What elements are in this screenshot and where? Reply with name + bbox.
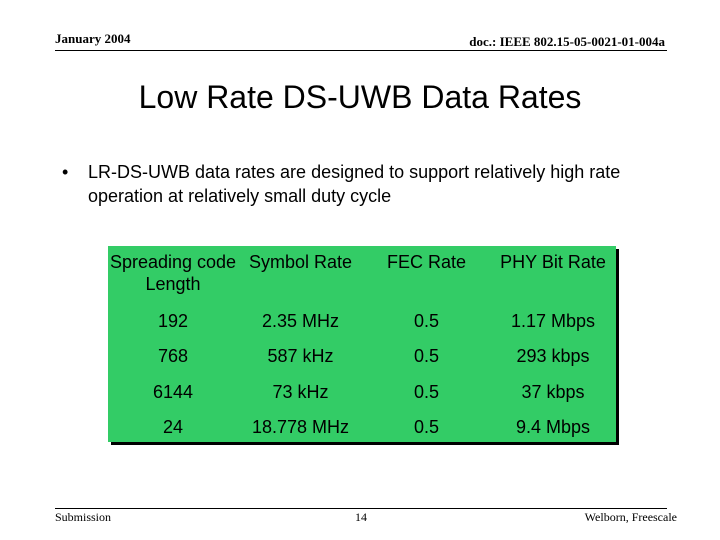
- column-header-fec-rate: FEC Rate: [386, 252, 467, 272]
- header-doc-id: doc.: IEEE 802.15-05-0021-01-004a: [469, 34, 665, 49]
- table-cell: 768: [157, 346, 189, 366]
- table-cell: 1.17 Mbps: [510, 310, 596, 331]
- table-cell: 9.4 Mbps: [515, 417, 591, 437]
- table-cell: 587 kHz: [267, 346, 334, 366]
- table-cell: 0.5: [413, 417, 440, 437]
- bullet-marker: •: [62, 162, 69, 182]
- table-cell: 293 kbps: [516, 346, 590, 366]
- bullet-text: LR-DS-UWB data rates are designed to sup…: [88, 162, 621, 206]
- footer-divider: [55, 508, 667, 509]
- footer-page-number: 14: [355, 510, 367, 524]
- table-cell: 0.5: [413, 346, 440, 366]
- table-cell: 24: [162, 417, 184, 437]
- table-background: [108, 246, 616, 442]
- table-cell: 2.35 MHz: [261, 310, 340, 331]
- table-cell: 73 kHz: [272, 381, 329, 402]
- table-cell: 0.5: [413, 310, 440, 331]
- table-cell: 192: [157, 310, 189, 331]
- table-cell: 0.5: [413, 381, 440, 402]
- data-rate-table: Spreading code Length Symbol Rate FEC Ra…: [108, 246, 616, 445]
- column-header-phy-bit-rate: PHY Bit Rate: [500, 252, 606, 272]
- header-divider: [55, 50, 667, 51]
- column-header-spreading-code-length: Spreading code Length: [109, 252, 237, 294]
- footer-submission: Submission: [55, 510, 112, 524]
- slide-title: Low Rate DS-UWB Data Rates: [138, 79, 582, 115]
- table-cell: 37 kbps: [521, 381, 585, 402]
- column-header-symbol-rate: Symbol Rate: [248, 252, 353, 272]
- header-date: January 2004: [55, 31, 131, 46]
- table-cell: 6144: [152, 381, 194, 402]
- footer-author: Welborn, Freescale: [584, 510, 677, 524]
- table-cell: 18.778 MHz: [251, 417, 350, 437]
